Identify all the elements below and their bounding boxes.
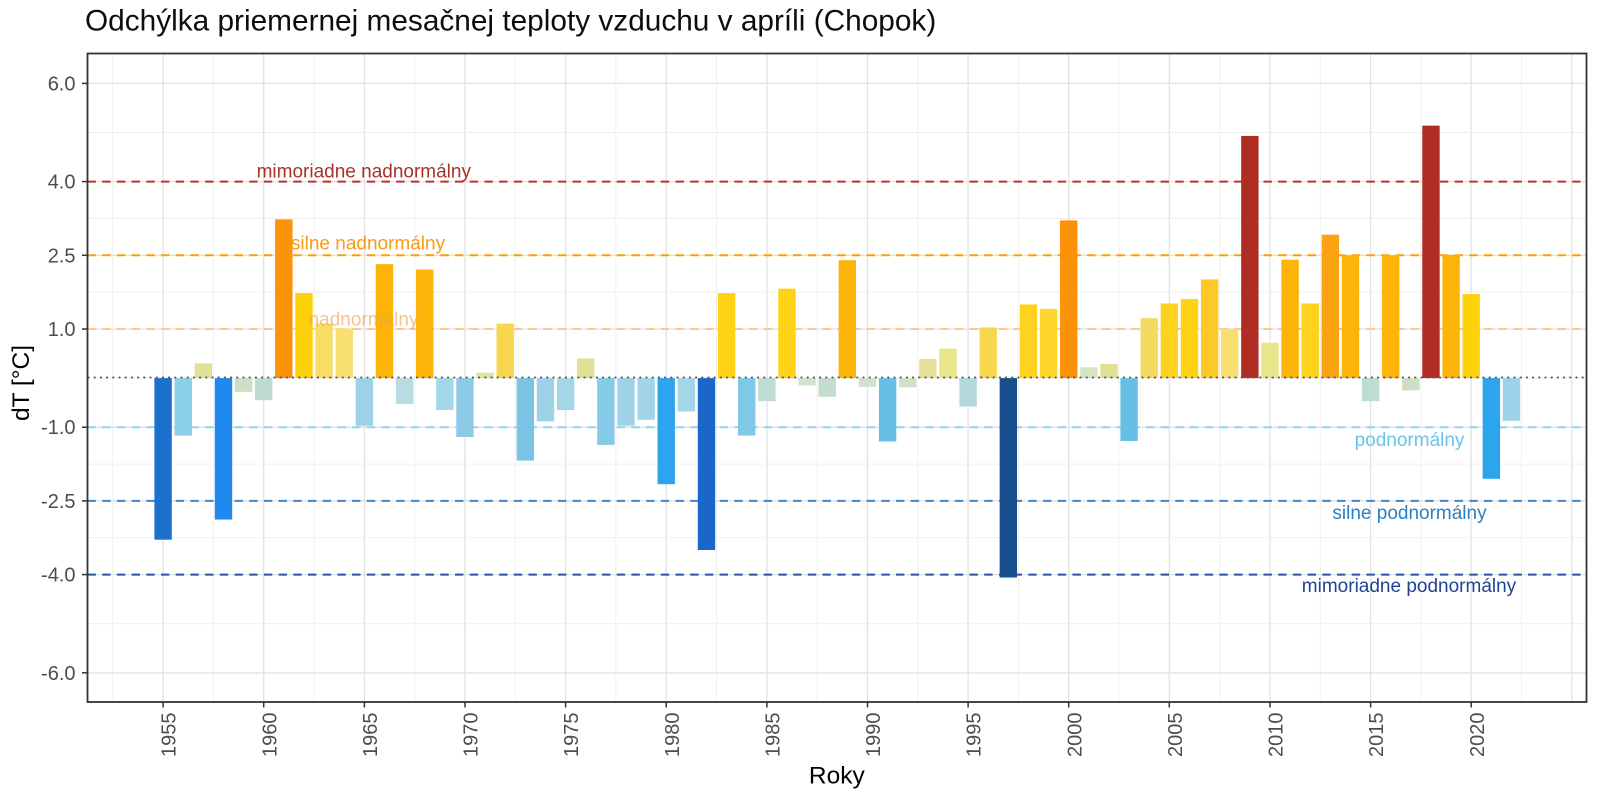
svg-text:mimoriadne podnormálny: mimoriadne podnormálny bbox=[1302, 576, 1517, 597]
svg-text:silne nadnormálny: silne nadnormálny bbox=[291, 234, 446, 255]
svg-text:1985: 1985 bbox=[763, 713, 785, 758]
svg-text:Roky: Roky bbox=[809, 763, 866, 790]
svg-text:2.5: 2.5 bbox=[48, 245, 76, 267]
svg-text:1970: 1970 bbox=[461, 713, 483, 758]
svg-text:6.0: 6.0 bbox=[48, 73, 76, 95]
svg-text:-6.0: -6.0 bbox=[41, 663, 75, 685]
svg-text:dT [°C]: dT [°C] bbox=[8, 345, 35, 421]
svg-text:1980: 1980 bbox=[662, 713, 684, 758]
svg-text:-1.0: -1.0 bbox=[41, 417, 75, 439]
svg-text:mimoriadne nadnormálny: mimoriadne nadnormálny bbox=[257, 161, 472, 182]
svg-text:1.0: 1.0 bbox=[48, 319, 76, 341]
svg-text:-4.0: -4.0 bbox=[41, 565, 75, 587]
svg-text:2005: 2005 bbox=[1165, 713, 1187, 758]
svg-text:silne podnormálny: silne podnormálny bbox=[1332, 503, 1487, 524]
svg-text:nadnormálny: nadnormálny bbox=[309, 309, 419, 330]
svg-text:1955: 1955 bbox=[159, 713, 181, 758]
svg-text:Odchýlka priemernej mesačnej t: Odchýlka priemernej mesačnej teploty vzd… bbox=[85, 5, 936, 38]
svg-text:1995: 1995 bbox=[964, 712, 986, 757]
svg-text:-2.5: -2.5 bbox=[41, 491, 75, 513]
svg-text:1990: 1990 bbox=[863, 713, 885, 758]
svg-text:2020: 2020 bbox=[1467, 713, 1489, 758]
svg-text:1965: 1965 bbox=[360, 713, 382, 758]
svg-text:2000: 2000 bbox=[1064, 713, 1086, 758]
svg-text:1960: 1960 bbox=[259, 713, 281, 758]
svg-text:2015: 2015 bbox=[1366, 713, 1388, 758]
svg-text:1975: 1975 bbox=[561, 713, 583, 758]
svg-text:2010: 2010 bbox=[1266, 713, 1288, 758]
svg-text:4.0: 4.0 bbox=[48, 172, 76, 194]
svg-text:podnormálny: podnormálny bbox=[1355, 430, 1465, 451]
